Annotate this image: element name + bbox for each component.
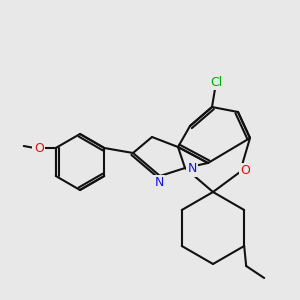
Text: Cl: Cl (210, 76, 222, 88)
Text: O: O (34, 142, 44, 154)
Text: O: O (240, 164, 250, 178)
Text: N: N (154, 176, 164, 190)
Text: N: N (187, 163, 197, 176)
